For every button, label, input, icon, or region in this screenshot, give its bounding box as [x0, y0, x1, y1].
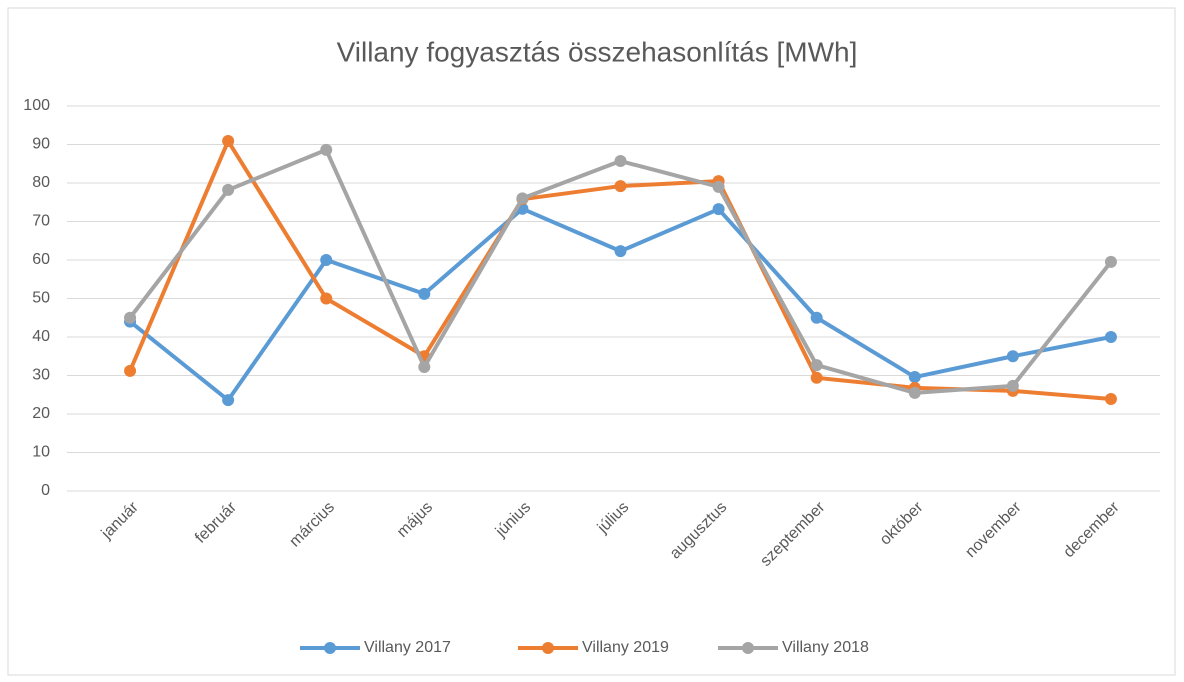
data-point [712, 180, 725, 193]
legend-marker [742, 642, 754, 654]
y-tick-label: 50 [32, 290, 50, 307]
y-tick-label: 60 [32, 251, 50, 268]
y-tick-label: 90 [32, 136, 50, 153]
data-point [614, 155, 627, 168]
data-point [614, 180, 627, 193]
data-point [124, 311, 137, 324]
data-point [908, 386, 921, 399]
data-point [320, 254, 333, 266]
data-point [712, 203, 725, 216]
data-point [1104, 255, 1117, 268]
legend-label: Villany 2019 [582, 639, 669, 656]
y-tick-label: 10 [32, 444, 50, 461]
data-point [614, 245, 627, 258]
data-point [1006, 350, 1019, 363]
data-point [418, 287, 431, 300]
y-tick-label: 30 [32, 367, 50, 384]
y-tick-label: 0 [41, 482, 50, 499]
y-tick-label: 20 [32, 405, 50, 422]
chart-title: Villany fogyasztás összehasonlítás [MWh] [337, 36, 858, 67]
y-tick-label: 70 [32, 213, 50, 230]
data-point [320, 143, 333, 156]
data-point [418, 361, 431, 374]
data-point [222, 135, 235, 148]
data-point [1104, 392, 1117, 405]
data-point [810, 371, 823, 384]
data-point [1104, 331, 1117, 343]
legend-label: Villany 2017 [364, 639, 451, 656]
data-point [516, 192, 529, 205]
data-point [908, 371, 921, 384]
data-point [124, 364, 137, 377]
data-point [222, 183, 235, 196]
legend-marker [542, 642, 554, 654]
y-tick-label: 100 [23, 97, 50, 114]
chart-frame [7, 7, 1176, 676]
y-tick-label: 80 [32, 174, 50, 191]
y-tick-label: 40 [32, 328, 50, 345]
data-point [222, 394, 235, 407]
legend-marker [324, 642, 336, 654]
data-point [810, 359, 823, 372]
data-point [320, 292, 333, 305]
legend-label: Villany 2018 [782, 639, 869, 656]
data-point [810, 311, 823, 324]
data-point [1006, 379, 1019, 392]
